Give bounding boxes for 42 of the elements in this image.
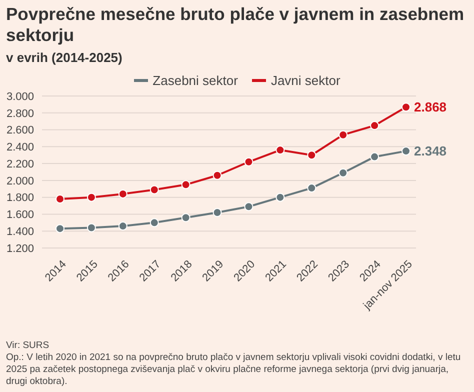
y-tick-label: 1.600: [6, 209, 34, 222]
point: [56, 224, 64, 234]
point: [244, 157, 254, 166]
y-tick-label: 2.000: [6, 175, 34, 188]
point: [118, 222, 128, 231]
point: [86, 223, 96, 232]
point: [86, 192, 96, 202]
point: [181, 213, 190, 222]
chart-subtitle: v evrih (2014-2025): [6, 50, 124, 65]
point: [181, 180, 190, 190]
y-tick-label: 2.800: [6, 108, 34, 120]
point: [402, 102, 410, 112]
point: [150, 218, 159, 228]
point: [150, 185, 159, 194]
point: [307, 150, 316, 160]
point: [370, 121, 380, 130]
point: [370, 152, 380, 162]
text: Op.: V letih 2020 in 2021 so na povprečno bruto plačo v javnem sektorju vplivali visoki covidni dodatki, v letu 2025 pa začetek postopnega zviševanja plač v okviru plačne reforme javnega sektorja (prvi dvig januarja, drugi oktobra).: [6, 352, 462, 388]
legend-label: Zasebni sektor: [152, 73, 238, 88]
point: [338, 168, 348, 178]
y-tick-label: 2.400: [6, 142, 34, 154]
legend-label: Javni sektor: [270, 73, 340, 88]
y-tick-label: 1.400: [6, 226, 34, 238]
point: [402, 146, 410, 156]
point: [118, 189, 128, 198]
y-tick-label: 2.600: [6, 124, 34, 137]
point: [307, 184, 316, 193]
y-tick-label: 2.200: [6, 158, 34, 170]
point: [276, 192, 285, 202]
y-tick-label: 3.000: [6, 90, 34, 103]
data-label: 2.348: [414, 144, 447, 159]
data-label: 2.868: [414, 100, 447, 115]
point: [212, 208, 222, 218]
point: [212, 170, 222, 180]
point: [338, 130, 348, 140]
text: Vir: SURS: [6, 340, 50, 352]
chart-title: Povprečne mesečne bruto plače v javnem in zasebnem sektorju: [6, 4, 466, 46]
point: [276, 146, 285, 155]
point: [56, 194, 64, 204]
point: [244, 202, 254, 212]
y-tick-label: 1.200: [6, 242, 34, 255]
y-tick-label: 1.800: [6, 192, 34, 204]
